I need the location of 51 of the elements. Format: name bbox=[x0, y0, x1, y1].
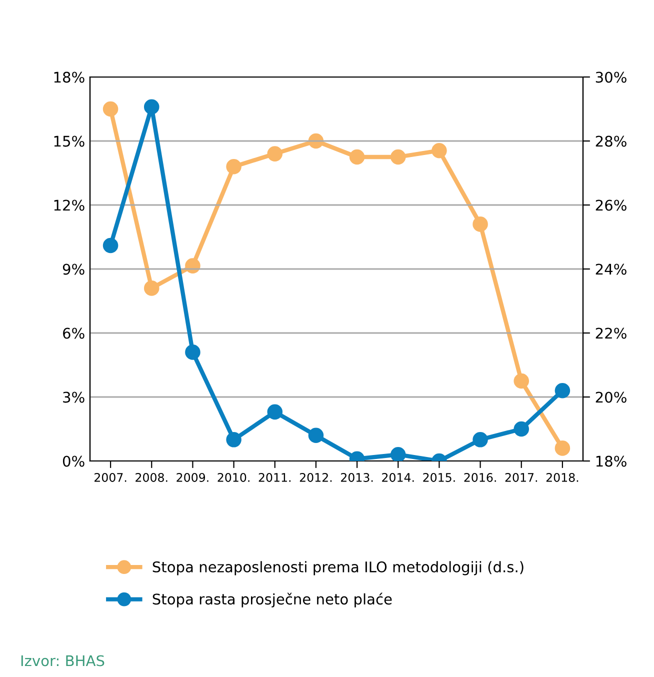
text: Izvor: BHAS bbox=[21, 655, 104, 666]
x-tick-label: 2015. bbox=[423, 473, 455, 482]
point bbox=[349, 149, 365, 165]
point bbox=[472, 216, 488, 232]
y2-tick-label: 30% bbox=[596, 72, 626, 83]
y2-tick-label: 18% bbox=[596, 456, 626, 467]
point bbox=[514, 373, 530, 389]
point bbox=[554, 382, 570, 398]
y2-tick-label: 26% bbox=[596, 200, 626, 211]
x-tick-label: 2008. bbox=[136, 473, 168, 482]
point bbox=[144, 280, 160, 296]
y-tick-label: 6% bbox=[63, 328, 84, 339]
point bbox=[267, 404, 283, 420]
y-tick-label: 9% bbox=[62, 264, 84, 275]
point bbox=[432, 142, 447, 158]
x-tick-label: 2016. bbox=[464, 473, 496, 482]
point bbox=[185, 258, 200, 274]
point bbox=[102, 238, 118, 254]
y-tick-label: 12% bbox=[54, 200, 84, 211]
y2-tick-label: 22% bbox=[596, 328, 626, 339]
y2-tick-label: 20% bbox=[596, 392, 626, 403]
point bbox=[226, 432, 242, 448]
point bbox=[390, 446, 406, 461]
x-tick-label: 2009. bbox=[176, 473, 208, 482]
legend-label: Stopa rasta prosječne neto plaće bbox=[152, 592, 392, 608]
point bbox=[144, 99, 160, 115]
y-tick-label: 18% bbox=[54, 72, 84, 83]
x-tick-label: 2007. bbox=[94, 473, 126, 482]
x-tick-label: 2012. bbox=[300, 473, 332, 482]
legend-label: Stopa nezaposlenosti prema ILO metodologiji (d.s.) bbox=[152, 561, 524, 576]
x-tick-label: 2011. bbox=[258, 473, 290, 482]
x-tick-label: 2017. bbox=[505, 473, 537, 482]
y-tick-label: 0% bbox=[62, 456, 84, 467]
x-tick-label: 2018. bbox=[546, 473, 578, 482]
y-tick-label: 15% bbox=[54, 136, 84, 147]
point bbox=[472, 432, 488, 448]
x-tick-label: 2014. bbox=[382, 473, 414, 482]
point bbox=[226, 158, 242, 174]
point bbox=[267, 146, 283, 162]
y-tick-label: 3% bbox=[63, 392, 84, 403]
point bbox=[308, 133, 324, 149]
point bbox=[102, 101, 118, 117]
x-tick-label: 2010. bbox=[218, 473, 250, 482]
point bbox=[554, 440, 570, 456]
y2-tick-label: 28% bbox=[596, 136, 626, 147]
point bbox=[185, 344, 200, 360]
point bbox=[514, 421, 530, 437]
y2-tick-label: 24% bbox=[596, 264, 626, 275]
x-tick-label: 2013. bbox=[341, 473, 373, 482]
point bbox=[390, 149, 406, 165]
point bbox=[308, 428, 324, 444]
